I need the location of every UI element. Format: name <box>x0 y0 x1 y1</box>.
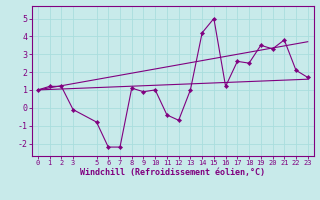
X-axis label: Windchill (Refroidissement éolien,°C): Windchill (Refroidissement éolien,°C) <box>80 168 265 177</box>
